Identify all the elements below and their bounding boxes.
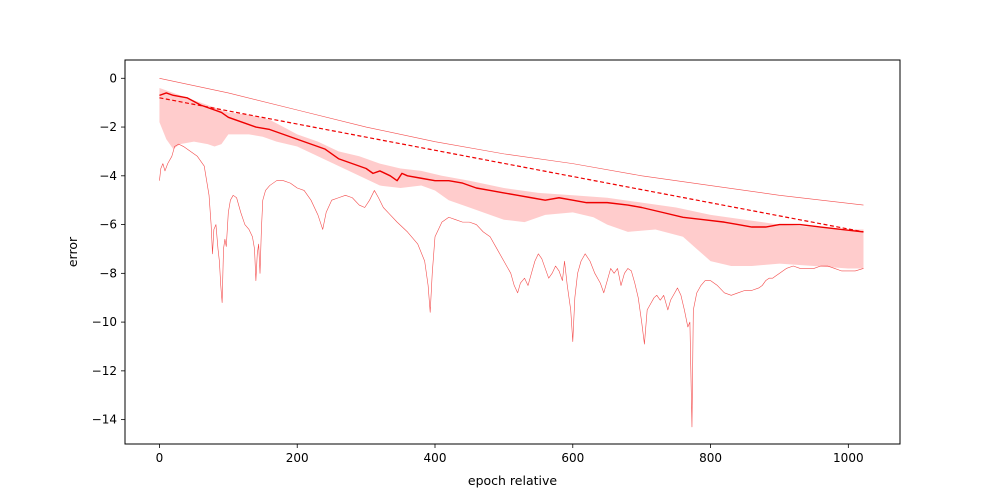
- axes-frame: [124, 59, 901, 445]
- x-axis-label: epoch relative: [468, 473, 558, 488]
- y-tick-label: −14: [92, 413, 117, 427]
- y-axis-label: error: [65, 236, 80, 267]
- y-tick-label: −10: [92, 315, 117, 329]
- y-tick-label: −6: [99, 218, 117, 232]
- x-tick-label: 600: [561, 451, 584, 465]
- spread-band: [159, 88, 864, 269]
- x-tick-label: 200: [286, 451, 309, 465]
- y-tick-label: −4: [99, 169, 117, 183]
- x-tick-label: 1000: [833, 451, 864, 465]
- x-axis: 0 200 400 600 800 1000: [156, 444, 864, 465]
- trend-dashed-line: [159, 97, 864, 233]
- y-tick-label: 0: [109, 71, 117, 85]
- y-tick-label: −8: [99, 266, 117, 280]
- x-tick-label: 800: [699, 451, 722, 465]
- y-tick-label: −12: [92, 364, 117, 378]
- upper-bound-line: [159, 77, 864, 206]
- y-axis: 0 −2 −4 −6 −8 −10 −12 −14: [92, 71, 125, 427]
- y-tick-label: −2: [99, 120, 117, 134]
- mean-line: [159, 92, 864, 233]
- plot-area: [159, 77, 864, 428]
- minimum-line: [159, 143, 864, 428]
- x-tick-label: 0: [156, 451, 164, 465]
- x-tick-label: 400: [424, 451, 447, 465]
